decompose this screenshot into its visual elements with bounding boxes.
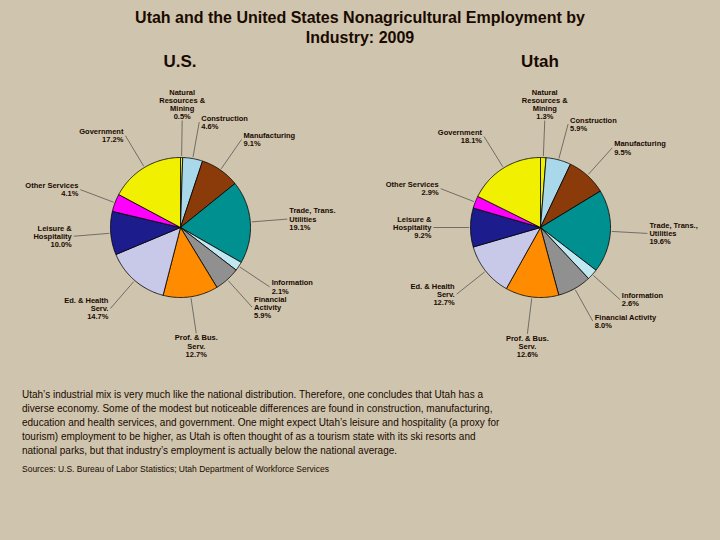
svg-text:Government17.2%: Government17.2% — [79, 127, 124, 144]
svg-text:Construction4.6%: Construction4.6% — [201, 114, 248, 131]
svg-text:Information2.1%: Information2.1% — [272, 278, 314, 295]
svg-text:Trade, Trans.,Utilities19.6%: Trade, Trans.,Utilities19.6% — [649, 221, 697, 247]
html-text:Sources: U.S. Bureau of Labor: Sources: U.S. Bureau of Labor Statistics… — [22, 464, 329, 474]
html-text:Utah: Utah — [521, 52, 559, 71]
svg-text:Information2.6%: Information2.6% — [622, 291, 664, 308]
svg-text:Prof. & Bus.Serv.12.6%: Prof. & Bus.Serv.12.6% — [506, 334, 549, 360]
html-text:Utah’s industrial mix is very: Utah’s industrial mix is very much like … — [22, 389, 500, 456]
svg-text:Ed. & HealthServ.12.7%: Ed. & HealthServ.12.7% — [410, 282, 455, 308]
svg-text:Financial Activity8.0%: Financial Activity8.0% — [595, 313, 657, 330]
svg-text:Other Services2.9%: Other Services2.9% — [386, 180, 439, 197]
svg-text:Other Services4.1%: Other Services4.1% — [25, 181, 78, 198]
html-text:U.S.: U.S. — [163, 52, 197, 71]
svg-text:Prof. & Bus.Serv.12.7%: Prof. & Bus.Serv.12.7% — [175, 333, 218, 359]
html-text:Utah and the United States Non: Utah and the United States Nonagricultur… — [135, 9, 585, 46]
svg-text:NaturalResources &Mining0.5%: NaturalResources &Mining0.5% — [159, 88, 205, 122]
svg-text:Construction5.9%: Construction5.9% — [570, 116, 617, 133]
svg-text:FinancialActivity5.9%: FinancialActivity5.9% — [254, 295, 287, 321]
svg-text:Trade, Trans.Utilities19.1%: Trade, Trans.Utilities19.1% — [289, 206, 335, 232]
svg-text:Manufacturing9.1%: Manufacturing9.1% — [244, 131, 296, 148]
svg-text:Leisure &Hospitality10.0%: Leisure &Hospitality10.0% — [33, 224, 72, 250]
svg-text:Ed. & HealthServ.14.7%: Ed. & HealthServ.14.7% — [64, 296, 109, 322]
svg-text:Government18.1%: Government18.1% — [438, 128, 483, 145]
svg-text:NaturalResources &Mining1.3%: NaturalResources &Mining1.3% — [522, 88, 568, 122]
svg-text:Manufacturing9.5%: Manufacturing9.5% — [614, 139, 666, 156]
svg-text:Leisure &Hospitality9.2%: Leisure &Hospitality9.2% — [393, 215, 432, 241]
